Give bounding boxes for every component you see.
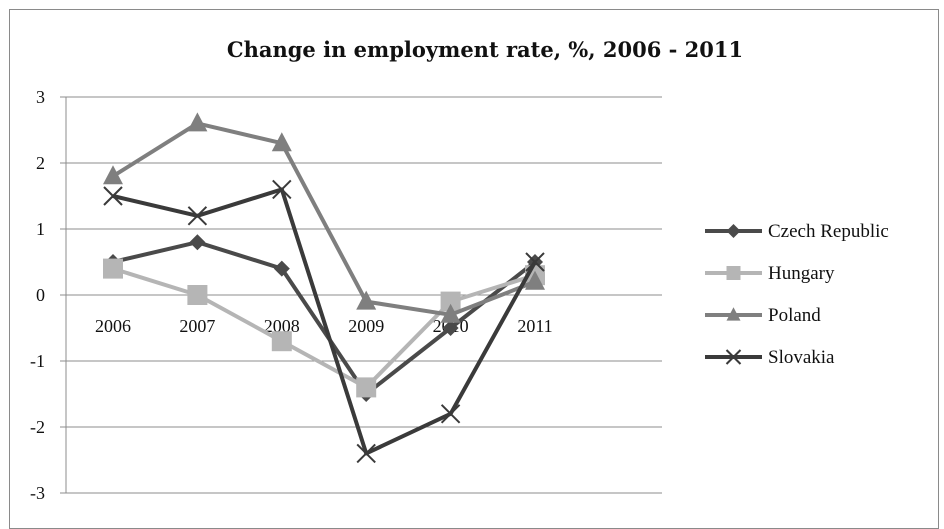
data-point: [189, 234, 206, 251]
legend-marker: [726, 266, 741, 280]
legend: Czech Republic Hungary Poland Slovakia: [705, 221, 889, 368]
legend-label: Czech Republic: [768, 221, 889, 242]
data-point: [103, 165, 123, 185]
x-tick-label: 2009: [348, 316, 384, 336]
data-point: [187, 206, 208, 226]
data-point: [272, 179, 292, 200]
data-point: [103, 186, 123, 206]
legend-label: Poland: [768, 305, 821, 326]
legend-label: Hungary: [768, 263, 835, 284]
data-point: [525, 270, 545, 290]
chart-frame: [9, 9, 939, 529]
legend-entry: Slovakia: [705, 347, 835, 368]
y-tick-label: -3: [30, 483, 45, 503]
line-chart: Change in employment rate, %, 2006 - 201…: [30, 37, 889, 503]
data-point: [187, 285, 208, 305]
legend-marker: [726, 307, 741, 321]
legend-entry: Hungary: [705, 263, 835, 284]
series-lines: [103, 112, 545, 464]
gridlines: [60, 96, 662, 494]
data-point: [103, 258, 123, 279]
data-point: [525, 252, 545, 272]
series-poland: [103, 112, 545, 323]
y-tick-label: 2: [36, 153, 45, 173]
y-tick-label: 3: [36, 87, 45, 107]
legend-marker: [726, 224, 741, 238]
data-point: [442, 320, 459, 336]
legend-label: Slovakia: [768, 347, 835, 368]
data-point: [440, 404, 461, 424]
y-axis-ticks: 3 2 1 0 -1 -2 -3: [30, 87, 45, 503]
series-line: [112, 266, 536, 390]
x-tick-label: 2006: [95, 316, 131, 336]
y-tick-label: 0: [36, 285, 45, 305]
x-tick-label: 2011: [517, 316, 552, 336]
data-point: [356, 290, 377, 310]
data-point: [273, 260, 290, 277]
series-line: [111, 121, 536, 317]
data-point: [440, 303, 461, 323]
y-tick-label: -1: [30, 351, 45, 371]
series-slovakia: [103, 179, 545, 464]
data-point: [356, 377, 377, 398]
x-tick-label: 2007: [179, 316, 215, 336]
y-tick-label: -2: [30, 417, 45, 437]
legend-entry: Poland: [705, 305, 821, 326]
series-hungary: [103, 258, 545, 398]
legend-entry: Czech Republic: [705, 221, 889, 242]
data-point: [356, 443, 376, 464]
series-line: [112, 187, 537, 456]
data-point: [271, 331, 292, 352]
data-point: [271, 132, 292, 152]
chart-title: Change in employment rate, %, 2006 - 201…: [227, 37, 743, 62]
x-tick-label: 2008: [264, 316, 300, 336]
legend-marker: [725, 349, 742, 365]
data-point: [440, 291, 461, 312]
data-point: [187, 112, 208, 132]
y-tick-label: 1: [36, 219, 45, 239]
series-line: [112, 240, 537, 396]
